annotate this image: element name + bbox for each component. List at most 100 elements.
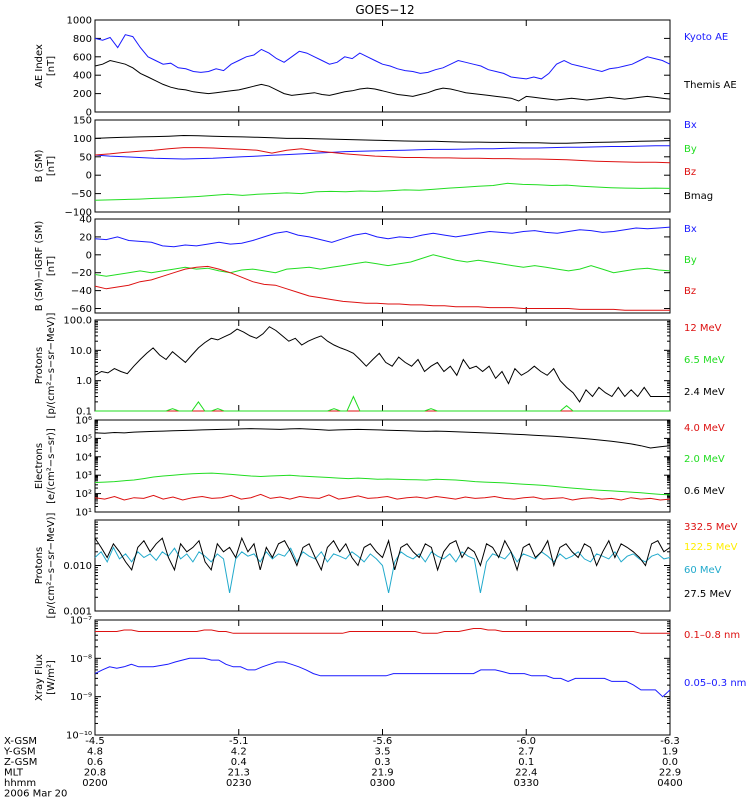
panel-7: 10⁻¹⁰ 10⁻⁹ 10⁻⁸ 10⁻⁷ Xray Flux [W/m²] 0.1–0.8 … [34, 616, 746, 742]
footer-value: -6.3 [660, 736, 680, 747]
legend-entry: Bmag [684, 191, 713, 202]
y-tick-label: 10⁶ [75, 416, 92, 427]
y-axis-label: B (SM)−IGRF (SM) [34, 221, 45, 312]
legend-entry: 4.0 MeV [684, 423, 725, 434]
y-tick-label: 800 [73, 34, 92, 45]
series-line-60-mev [94, 546, 671, 594]
series-line-bx [94, 145, 670, 160]
y-tick-label: 600 [73, 52, 92, 63]
y-tick-label: 40 [79, 215, 92, 226]
y-tick-label: 100.0 [63, 316, 92, 327]
y-tick-label: 10⁴ [75, 452, 92, 463]
y-axis-label: [p/(cm²−s−sr−MeV)] [46, 512, 57, 618]
legend-entry: 27.5 MeV [684, 589, 731, 600]
y-tick-label: 100 [73, 134, 92, 145]
panel-frame [94, 619, 671, 736]
series-line-themis-ae [94, 59, 671, 102]
y-axis-label: [e/(cm²−s−sr)] [46, 428, 57, 504]
footer-value: 1.9 [662, 747, 678, 758]
series-line-0-6-mev [94, 428, 671, 449]
footer-ephemeris: X-GSM -4.5 -5.1 -5.6 -6.0 -6.3 Y-GSM 4.8 4.2 3.5 2… [3, 736, 683, 800]
y-tick-label: −50 [71, 189, 92, 200]
legend-entry: 2.4 MeV [684, 387, 725, 398]
y-tick-label: −60 [71, 304, 92, 315]
y-axis-label: Protons [34, 547, 45, 584]
panel-2: −100 −50 0 50 100 150 B (SM) [nT] Bx By Bz Bmag [34, 116, 713, 219]
legend-entry: By [684, 255, 697, 266]
footer-row-label: Z-GSM [4, 757, 37, 768]
panel-frame [94, 218, 671, 314]
legend-entry: 12 MeV [684, 323, 722, 334]
footer-value: -4.5 [85, 736, 105, 747]
y-tick-label: 0.001 [63, 607, 92, 618]
y-tick-label: 0 [86, 171, 92, 182]
y-tick-label: −100 [65, 208, 92, 219]
series-line-6-5-mev [95, 395, 670, 412]
y-axis-label: [nT] [46, 256, 57, 276]
y-axis-label: [nT] [46, 156, 57, 176]
y-tick-label: 0 [86, 108, 92, 119]
series-line-bz [94, 265, 670, 311]
y-tick-label: 10³ [75, 471, 92, 482]
footer-value: 20.8 [84, 768, 106, 779]
y-tick-label: 10⁻⁸ [70, 654, 92, 665]
footer-row-label: MLT [4, 768, 24, 779]
series-line-0-05-0-3-nm [94, 657, 671, 698]
y-tick-label: 50 [79, 152, 92, 163]
footer-value: 0.6 [87, 757, 103, 768]
legend-entry: Bx [684, 120, 697, 131]
legend-entry: 0.05–0.3 nm [684, 678, 746, 689]
footer-value: -6.0 [516, 736, 536, 747]
legend-entry: 0.1–0.8 nm [684, 630, 740, 641]
y-tick-label: 10⁻⁷ [70, 616, 92, 627]
footer-value: 0330 [514, 778, 539, 789]
panel-3: −60 −40 −20 0 20 40 B (SM)−IGRF (SM) [nT] Bx By Bz [34, 215, 697, 316]
footer-value: 4.8 [87, 747, 103, 758]
panel-frame [94, 319, 671, 412]
panel-frame [94, 119, 671, 213]
panel-6: 0.001 0.010 Protons [p/(cm²−s−sr−MeV)] 332.5… [34, 512, 738, 618]
y-tick-label: 10.0 [70, 346, 92, 357]
y-tick-label: 200 [73, 89, 92, 100]
y-axis-label: [W/m²] [46, 660, 57, 695]
y-tick-label: 10⁻⁹ [70, 692, 92, 703]
footer-value: 0.1 [518, 757, 534, 768]
y-tick-label: 400 [73, 71, 92, 82]
legend-entry: 60 MeV [684, 565, 722, 576]
legend-entry: Bx [684, 224, 697, 235]
footer-date: 2006 Mar 20 [4, 789, 67, 800]
y-axis-label: B (SM) [34, 149, 45, 182]
panel-5: 10¹ 10² 10³ 10⁴ 10⁵ 10⁶ Electrons [e/(cm²−s−sr)… [34, 416, 725, 519]
series-line-bz [94, 147, 671, 164]
footer-value: 3.5 [375, 747, 391, 758]
series-line-by [94, 182, 671, 201]
footer-value: -5.1 [229, 736, 249, 747]
y-tick-label: −40 [71, 286, 92, 297]
panel-4: 0.1 1.0 10.0 100.0 Protons [p/(cm²−s−sr−MeV)]… [34, 312, 725, 418]
footer-value: 0200 [82, 778, 107, 789]
series-line-by [94, 254, 671, 277]
y-axis-label: Protons [34, 347, 45, 384]
y-axis-label: [p/(cm²−s−sr−MeV)] [46, 312, 57, 418]
y-tick-label: −20 [71, 268, 92, 279]
legend-entry: By [684, 144, 697, 155]
y-tick-label: 0 [86, 250, 92, 261]
footer-value: 0230 [226, 778, 251, 789]
series-line-kyoto-ae [94, 34, 671, 80]
footer-row-label: X-GSM [4, 736, 37, 747]
y-tick-label: 1000 [67, 16, 92, 27]
footer-value: 0.4 [231, 757, 247, 768]
footer-value: 0.0 [662, 757, 678, 768]
footer-value: 0400 [657, 778, 682, 789]
y-tick-label: 0.1 [76, 407, 92, 418]
footer-value: -5.6 [373, 736, 393, 747]
footer-row-label: hhmm [4, 778, 36, 789]
legend-entry: 0.6 MeV [684, 486, 725, 497]
legend-entry: 332.5 MeV [684, 522, 738, 533]
footer-value: 22.4 [515, 768, 537, 779]
panel-1: 0 200 400 600 800 1000 AE Index [nT] Kyoto AE The… [34, 16, 737, 119]
series-line-0-1-0-8-nm [95, 628, 670, 634]
y-tick-label: 20 [79, 232, 92, 243]
